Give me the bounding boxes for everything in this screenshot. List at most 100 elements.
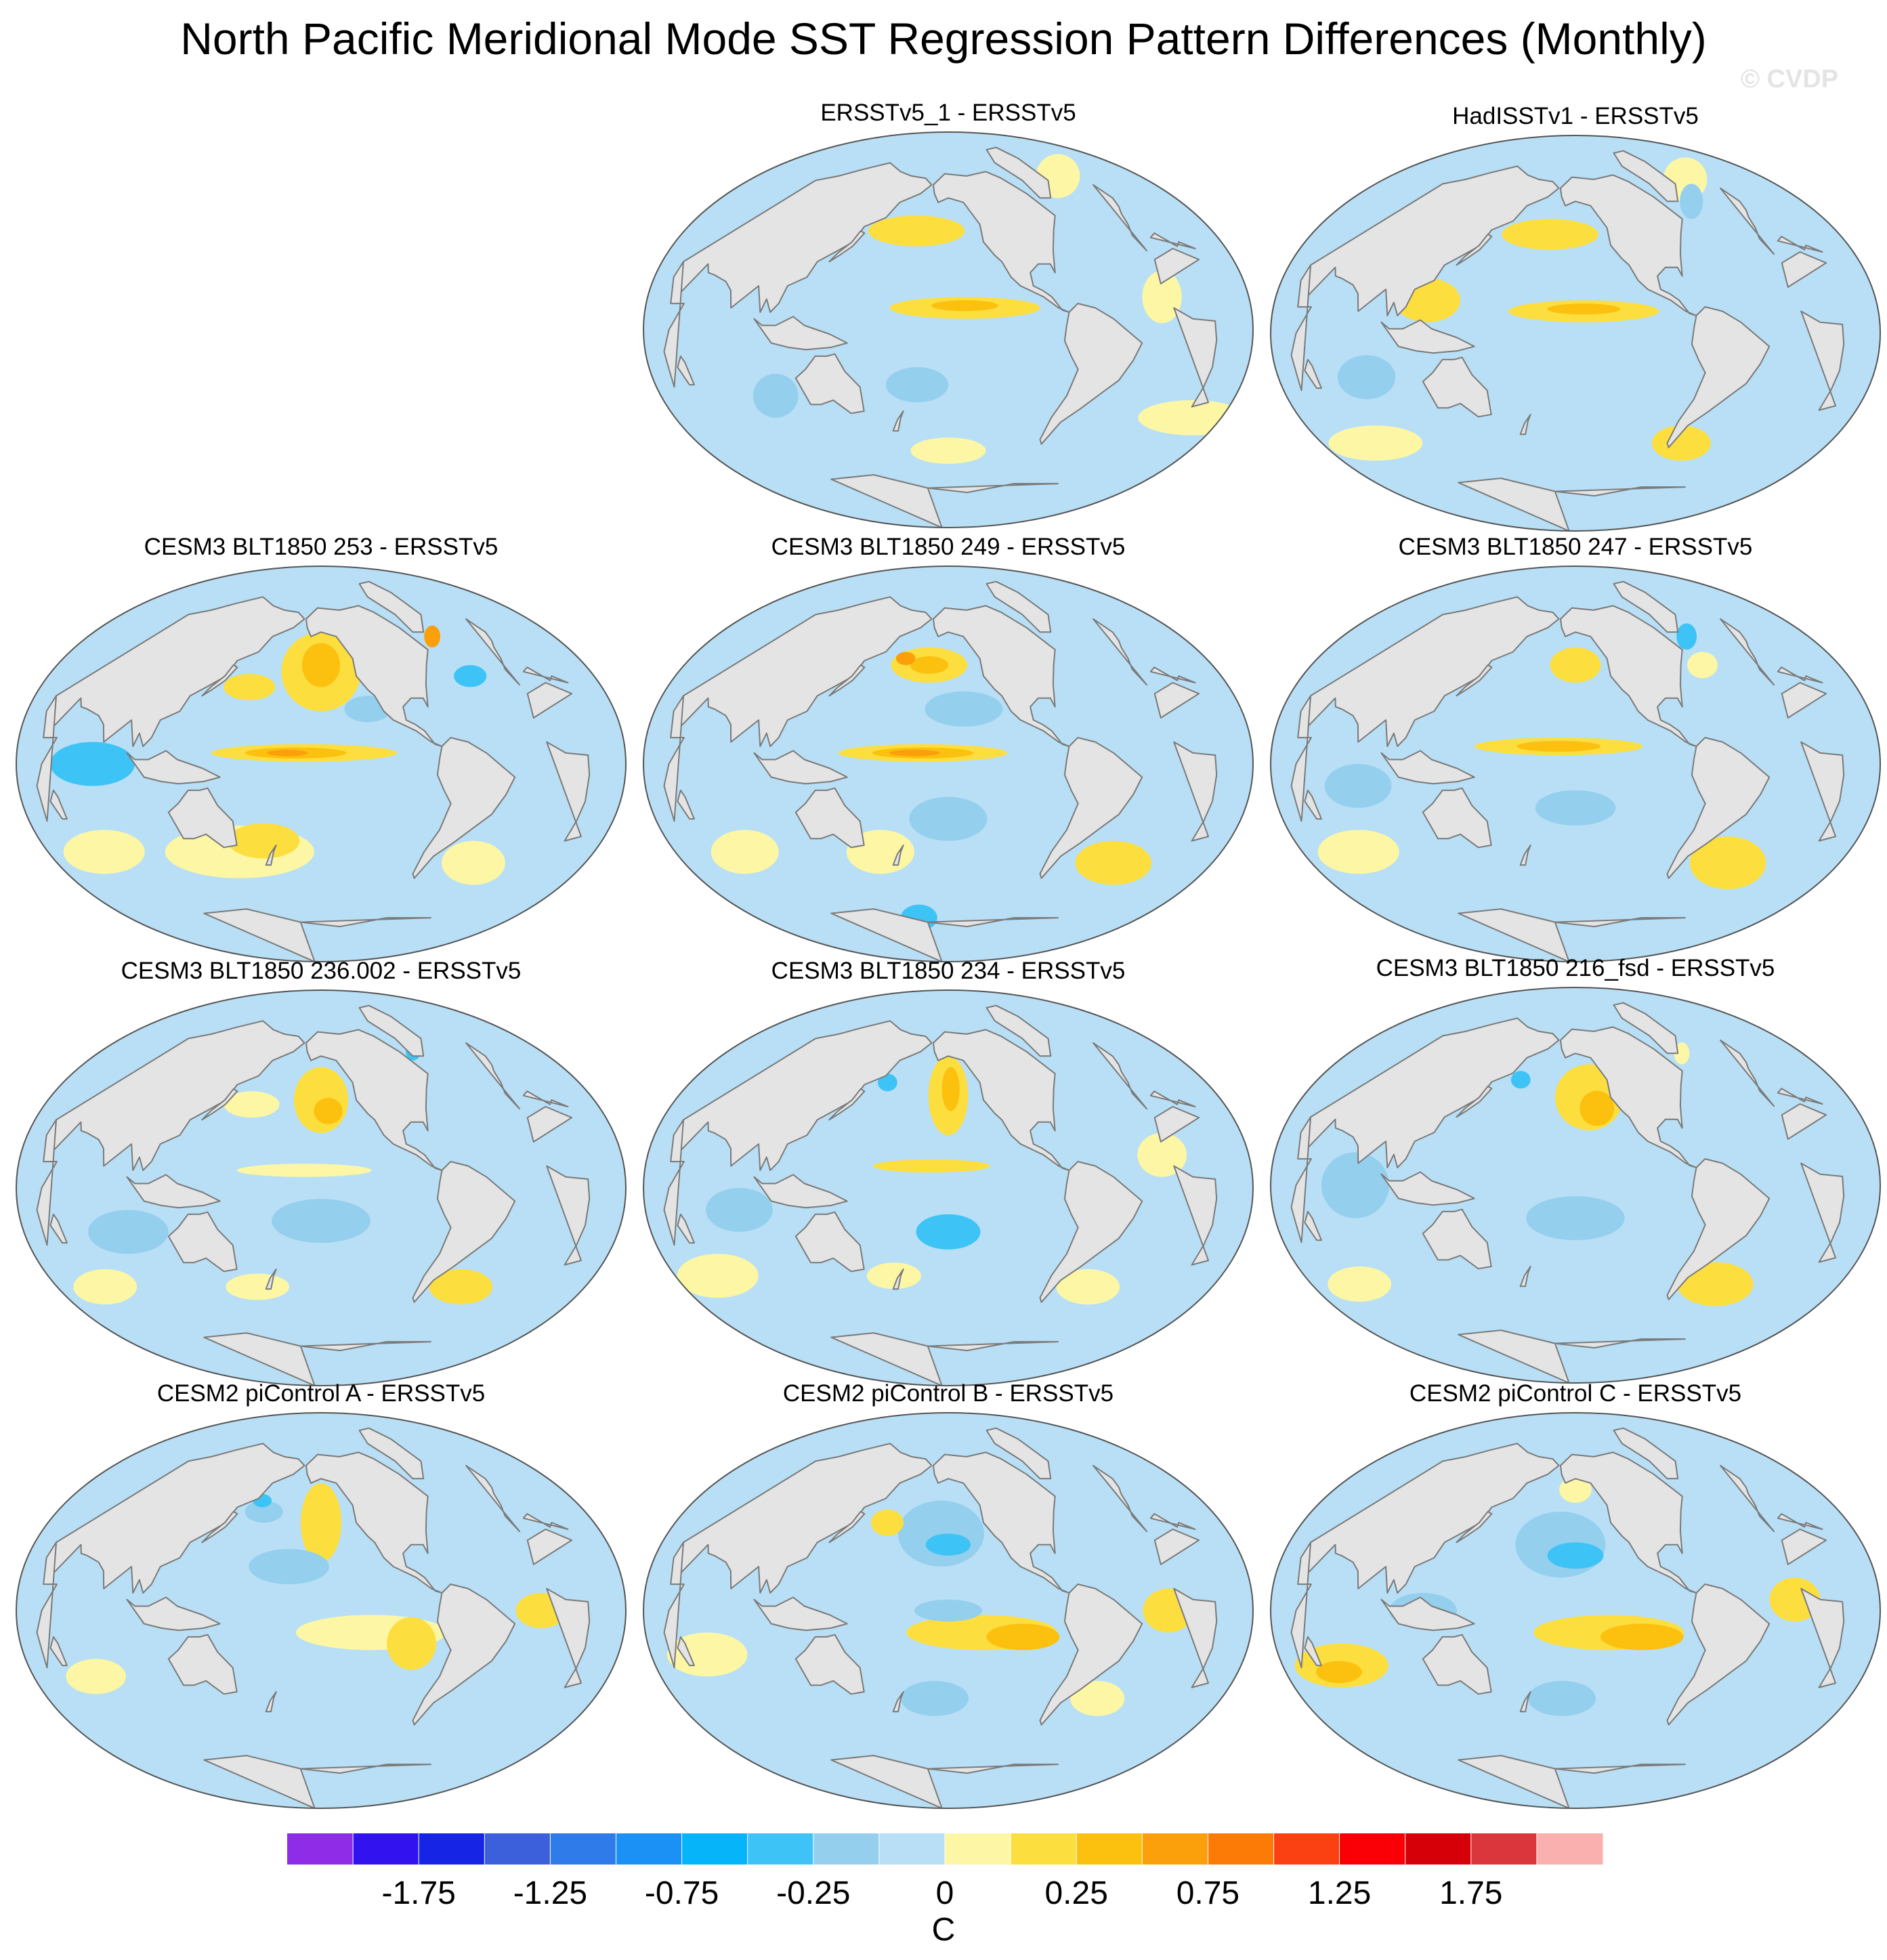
- new-zealand-landmass: [1519, 414, 1531, 435]
- eurasia-landmass: [1149, 666, 1196, 683]
- eurasia-landmass: [465, 1042, 521, 1110]
- map-clip-group: [16, 566, 626, 962]
- africa-landmass: [546, 1588, 591, 1688]
- eurasia-landmass: [1149, 1090, 1196, 1107]
- map-panel-cesm3-blt1850-216-fsd: CESM3 BLT1850 216_fsd - ERSSTv5: [1264, 954, 1887, 1387]
- warm-anomaly: [387, 1617, 436, 1670]
- colorbar-tick-label: -0.75: [645, 1875, 719, 1911]
- map-clip-group: [643, 132, 1253, 528]
- australia-landmass: [794, 1634, 865, 1695]
- world-map: [1270, 987, 1881, 1384]
- greenland-landmass: [985, 146, 1052, 199]
- antarctica-landmass: [927, 483, 1059, 494]
- warm-anomaly: [73, 1269, 137, 1304]
- australia-landmass: [167, 787, 238, 849]
- world-map: [643, 131, 1254, 528]
- warm-anomaly: [1502, 219, 1598, 250]
- madagascar-landmass: [1304, 1210, 1322, 1241]
- japan-landmass: [828, 664, 866, 697]
- cool-anomaly: [900, 1680, 969, 1716]
- warm-anomaly: [931, 300, 998, 312]
- map-border: [16, 989, 627, 1386]
- map-panel-cesm3-blt1850-236-002: CESM3 BLT1850 236.002 - ERSSTv5: [9, 956, 633, 1390]
- north-america-landmass: [933, 1451, 1070, 1594]
- south-america-landmass: [1039, 737, 1143, 879]
- warm-anomaly: [424, 625, 441, 648]
- africa-landmass: [1173, 1588, 1218, 1688]
- colorbar-swatch: [747, 1833, 814, 1865]
- australia-landmass: [1422, 787, 1492, 849]
- new-zealand-landmass: [892, 1691, 904, 1713]
- north-america-landmass: [1560, 1026, 1697, 1168]
- japan-landmass: [828, 230, 866, 263]
- world-map: [643, 1412, 1254, 1809]
- eurasia-landmass: [1300, 596, 1560, 747]
- warm-anomaly: [1674, 1042, 1690, 1065]
- indonesia-landmass: [126, 750, 221, 785]
- indonesia-landmass: [753, 1596, 848, 1632]
- eurasia-landmass: [46, 596, 305, 747]
- eurasia-landmass: [1300, 1443, 1560, 1594]
- eurasia-landmass: [673, 1020, 933, 1171]
- africa-landmass: [663, 1541, 685, 1669]
- panel-title: CESM3 BLT1850 234 - ERSSTv5: [771, 958, 1126, 984]
- africa-landmass: [1173, 307, 1218, 408]
- panel-title: CESM3 BLT1850 216_fsd - ERSSTv5: [1376, 955, 1775, 981]
- warm-anomaly: [224, 1091, 280, 1118]
- map-border: [1270, 987, 1881, 1384]
- map-panel-ersstv5-1: ERSSTv5_1 - ERSSTv5: [637, 98, 1260, 532]
- warm-anomaly: [1075, 840, 1152, 885]
- eurasia-landmass: [1149, 232, 1196, 249]
- cool-anomaly: [916, 1214, 981, 1250]
- warm-anomaly: [224, 673, 276, 700]
- africa-landmass: [1153, 682, 1200, 719]
- map-clip-group: [16, 1413, 626, 1808]
- colorbar-swatch: [878, 1833, 946, 1865]
- map-clip-group: [1271, 987, 1880, 1383]
- map-border: [643, 131, 1254, 528]
- africa-landmass: [1800, 310, 1845, 411]
- madagascar-landmass: [677, 1636, 695, 1667]
- colorbar-swatch: [550, 1833, 616, 1865]
- south-america-landmass: [412, 1583, 516, 1726]
- north-america-landmass: [305, 1029, 443, 1171]
- map-border: [16, 1412, 627, 1809]
- north-america-landmass: [1560, 1451, 1697, 1594]
- new-zealand-landmass: [265, 845, 277, 866]
- africa-landmass: [1290, 264, 1312, 391]
- greenland-landmass: [1613, 1427, 1679, 1480]
- warm-anomaly: [910, 656, 948, 674]
- africa-landmass: [1290, 1541, 1312, 1669]
- eurasia-landmass: [1093, 1464, 1148, 1533]
- australia-landmass: [167, 1634, 238, 1695]
- cool-anomaly: [1337, 355, 1396, 400]
- antarctica-landmass: [927, 917, 1059, 928]
- warm-anomaly: [63, 830, 145, 874]
- world-map: [643, 989, 1254, 1386]
- cool-anomaly: [877, 1073, 897, 1092]
- world-map: [643, 566, 1254, 962]
- south-america-landmass: [412, 737, 516, 879]
- map-clip-group: [643, 1413, 1253, 1808]
- warm-anomaly: [1559, 1476, 1592, 1504]
- map-border: [1270, 135, 1881, 532]
- indonesia-landmass: [1380, 1171, 1475, 1206]
- colorbar-units-label: C: [931, 1912, 956, 1948]
- map-panel-hadisstv1: HadISSTv1 - ERSSTv5: [1264, 102, 1887, 535]
- japan-landmass: [1456, 664, 1493, 697]
- madagascar-landmass: [1304, 789, 1322, 820]
- warm-anomaly: [889, 749, 940, 757]
- madagascar-landmass: [677, 789, 695, 820]
- antarctica-landmass: [1458, 1329, 1570, 1383]
- colorbar-swatch: [287, 1833, 354, 1865]
- colorbar-swatch: [616, 1833, 683, 1865]
- antarctica-landmass: [1554, 917, 1686, 928]
- madagascar-landmass: [1304, 1636, 1322, 1667]
- new-zealand-landmass: [265, 1269, 277, 1290]
- colorbar-tick-label: 0.25: [1044, 1875, 1107, 1911]
- antarctica-landmass: [830, 908, 943, 962]
- antarctica-landmass: [299, 917, 431, 928]
- map-clip-group: [1271, 1413, 1880, 1808]
- colorbar-swatch: [945, 1833, 1011, 1865]
- warm-anomaly: [1687, 652, 1718, 679]
